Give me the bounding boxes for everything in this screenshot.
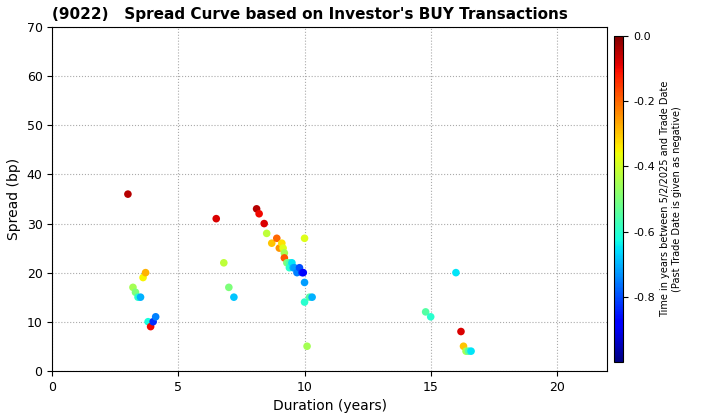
Point bbox=[297, 269, 309, 276]
Point bbox=[304, 294, 315, 301]
Point bbox=[299, 235, 310, 242]
Point bbox=[299, 279, 310, 286]
Point bbox=[281, 260, 292, 266]
Text: (9022)   Spread Curve based on Investor's BUY Transactions: (9022) Spread Curve based on Investor's … bbox=[53, 7, 568, 22]
Point bbox=[253, 210, 265, 217]
Point bbox=[274, 245, 285, 252]
Point bbox=[132, 294, 144, 301]
Point bbox=[223, 284, 235, 291]
Point bbox=[286, 260, 297, 266]
Y-axis label: Time in years between 5/2/2025 and Trade Date
(Past Trade Date is given as negat: Time in years between 5/2/2025 and Trade… bbox=[660, 81, 682, 317]
Point bbox=[287, 264, 299, 271]
Point bbox=[425, 313, 436, 320]
Point bbox=[276, 240, 287, 247]
Point bbox=[258, 220, 270, 227]
Point bbox=[135, 294, 146, 301]
Point bbox=[145, 323, 156, 330]
Point bbox=[148, 318, 159, 325]
Point bbox=[277, 245, 289, 252]
Point bbox=[284, 264, 295, 271]
Point bbox=[463, 348, 474, 354]
Y-axis label: Spread (bp): Spread (bp) bbox=[7, 158, 21, 240]
X-axis label: Duration (years): Duration (years) bbox=[273, 399, 387, 413]
Point bbox=[279, 255, 290, 261]
Point bbox=[140, 269, 151, 276]
Point bbox=[455, 328, 467, 335]
Point bbox=[122, 191, 134, 197]
Point bbox=[261, 230, 272, 237]
Point bbox=[299, 299, 310, 305]
Point bbox=[284, 260, 295, 266]
Point bbox=[138, 274, 149, 281]
Point bbox=[251, 205, 262, 212]
Point bbox=[296, 269, 307, 276]
Point bbox=[465, 348, 477, 354]
Point bbox=[289, 264, 300, 271]
Point bbox=[301, 343, 312, 349]
Point bbox=[218, 260, 230, 266]
Point bbox=[306, 294, 318, 301]
Point bbox=[228, 294, 240, 301]
Point bbox=[450, 269, 462, 276]
Point bbox=[127, 284, 139, 291]
Point bbox=[460, 348, 472, 354]
Point bbox=[294, 264, 305, 271]
Point bbox=[271, 235, 282, 242]
Point bbox=[130, 289, 141, 296]
Point bbox=[143, 318, 154, 325]
Point bbox=[458, 343, 469, 349]
Point bbox=[291, 269, 302, 276]
Point bbox=[210, 215, 222, 222]
Point bbox=[420, 309, 431, 315]
Point bbox=[279, 249, 290, 256]
Point bbox=[266, 240, 277, 247]
Point bbox=[150, 313, 161, 320]
